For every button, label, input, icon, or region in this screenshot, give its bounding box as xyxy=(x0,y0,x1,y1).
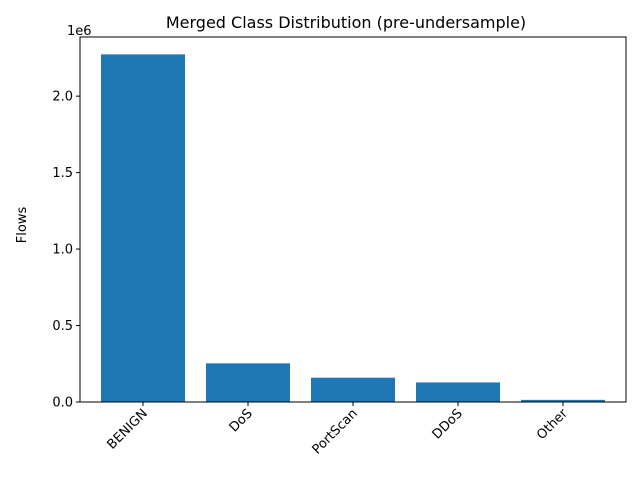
x-tick-label-dos: DoS xyxy=(227,406,256,435)
x-tick-label-benign: BENIGN xyxy=(105,406,151,452)
x-axis-ticks: BENIGN DoS PortScan DDoS Other xyxy=(105,402,571,457)
x-tick-label-ddos: DDoS xyxy=(430,406,466,442)
y-tick-label: 0.0 xyxy=(52,396,73,411)
bar-portscan xyxy=(311,377,395,402)
bar-benign xyxy=(101,54,185,402)
y-axis-label: Flows xyxy=(15,207,30,244)
y-axis-ticks: 0.0 0.5 1.0 1.5 2.0 xyxy=(52,90,80,411)
bar-ddos xyxy=(416,382,500,402)
y-tick-label: 1.0 xyxy=(52,243,73,258)
x-tick-label-portscan: PortScan xyxy=(310,406,361,457)
y-tick-label: 2.0 xyxy=(52,90,73,105)
bar-series xyxy=(101,54,605,402)
bar-other xyxy=(521,399,605,402)
y-tick-label: 1.5 xyxy=(52,166,73,181)
chart-title: Merged Class Distribution (pre-undersamp… xyxy=(166,13,526,32)
x-tick-label-other: Other xyxy=(534,406,571,443)
y-tick-label: 0.5 xyxy=(52,319,73,334)
plot-frame xyxy=(79,36,627,403)
y-axis-multiplier: 1e6 xyxy=(67,24,92,39)
bar-dos xyxy=(206,363,290,402)
